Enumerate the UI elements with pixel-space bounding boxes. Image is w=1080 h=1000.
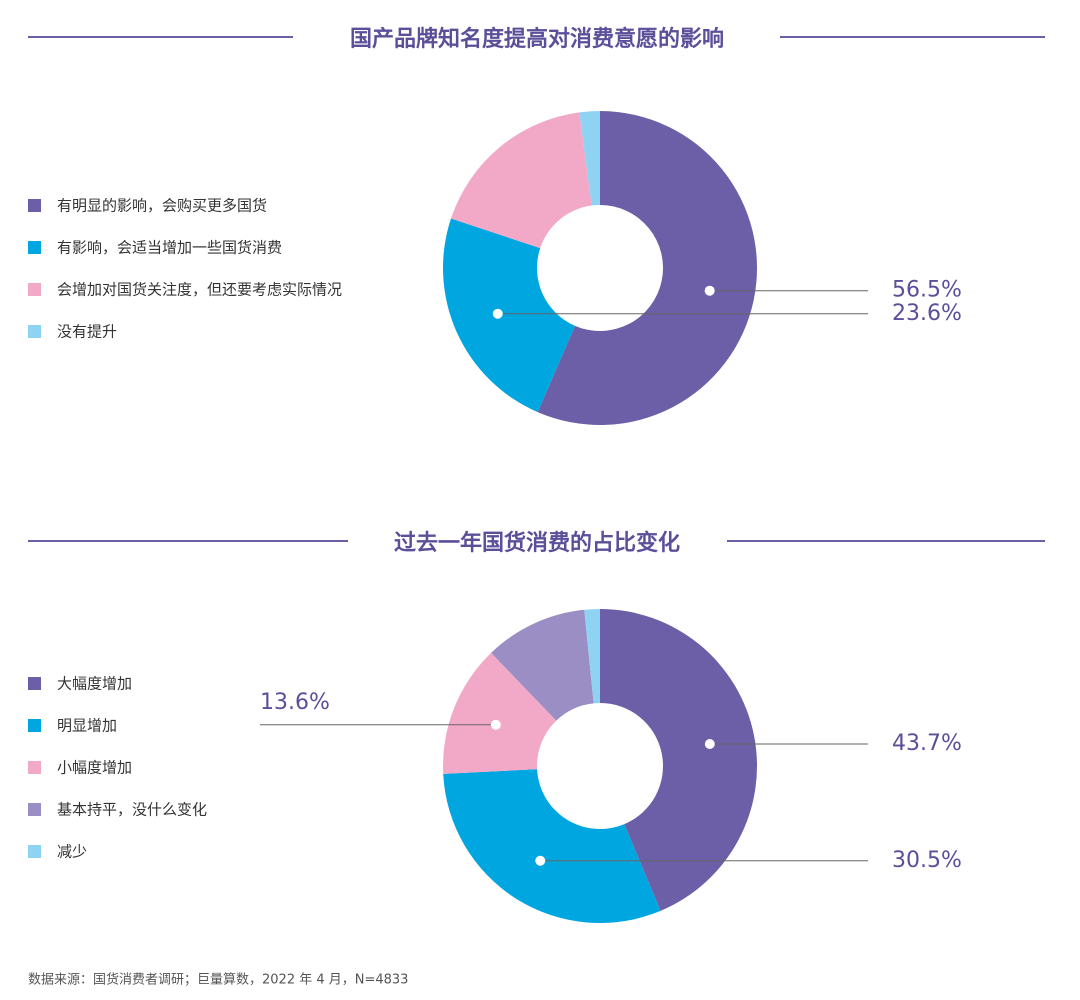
legend-label: 明显增加 xyxy=(57,717,117,735)
value-label: 43.7% xyxy=(892,731,962,756)
legend-swatch xyxy=(28,241,41,254)
legend-swatch xyxy=(28,199,41,212)
leader-dot xyxy=(704,285,715,296)
value-label: 30.5% xyxy=(892,848,962,873)
legend-label: 小幅度增加 xyxy=(57,759,132,777)
legend-label: 大幅度增加 xyxy=(57,675,132,693)
donut-segment xyxy=(600,609,758,911)
donut-segment xyxy=(443,769,661,923)
legend-swatch xyxy=(28,719,41,732)
legend-label: 基本持平，没什么变化 xyxy=(57,801,207,819)
legend-swatch xyxy=(28,845,41,858)
leader-dot xyxy=(704,738,715,749)
legend-label: 没有提升 xyxy=(57,323,117,341)
donut-segment xyxy=(491,609,594,721)
donut-segment xyxy=(450,112,592,249)
leader-dot xyxy=(490,719,501,730)
legend-swatch xyxy=(28,803,41,816)
leader-dot xyxy=(492,308,503,319)
chart-title: 过去一年国货消费的占比变化 xyxy=(394,530,680,556)
donut-segment xyxy=(537,111,757,426)
legend-swatch xyxy=(28,283,41,296)
legend-label: 减少 xyxy=(57,843,87,861)
legend-label: 有明显的影响，会购买更多国货 xyxy=(57,197,267,215)
source-note: 数据来源：国货消费者调研；巨量算数，2022 年 4 月，N=4833 xyxy=(28,972,408,988)
legend-swatch xyxy=(28,761,41,774)
chart-title: 国产品牌知名度提高对消费意愿的影响 xyxy=(350,26,724,52)
donut-segment xyxy=(584,609,600,704)
donut-segment xyxy=(579,111,600,206)
legend-swatch xyxy=(28,677,41,690)
leader-dot xyxy=(535,855,546,866)
value-label: 23.6% xyxy=(892,301,962,326)
legend-label: 会增加对国货关注度，但还要考虑实际情况 xyxy=(57,281,342,299)
legend-label: 有影响，会适当增加一些国货消费 xyxy=(57,239,282,257)
value-label: 13.6% xyxy=(260,690,330,715)
legend-swatch xyxy=(28,325,41,338)
donut-segment xyxy=(443,218,575,413)
donut-segment xyxy=(443,652,557,774)
value-label: 56.5% xyxy=(892,278,962,303)
